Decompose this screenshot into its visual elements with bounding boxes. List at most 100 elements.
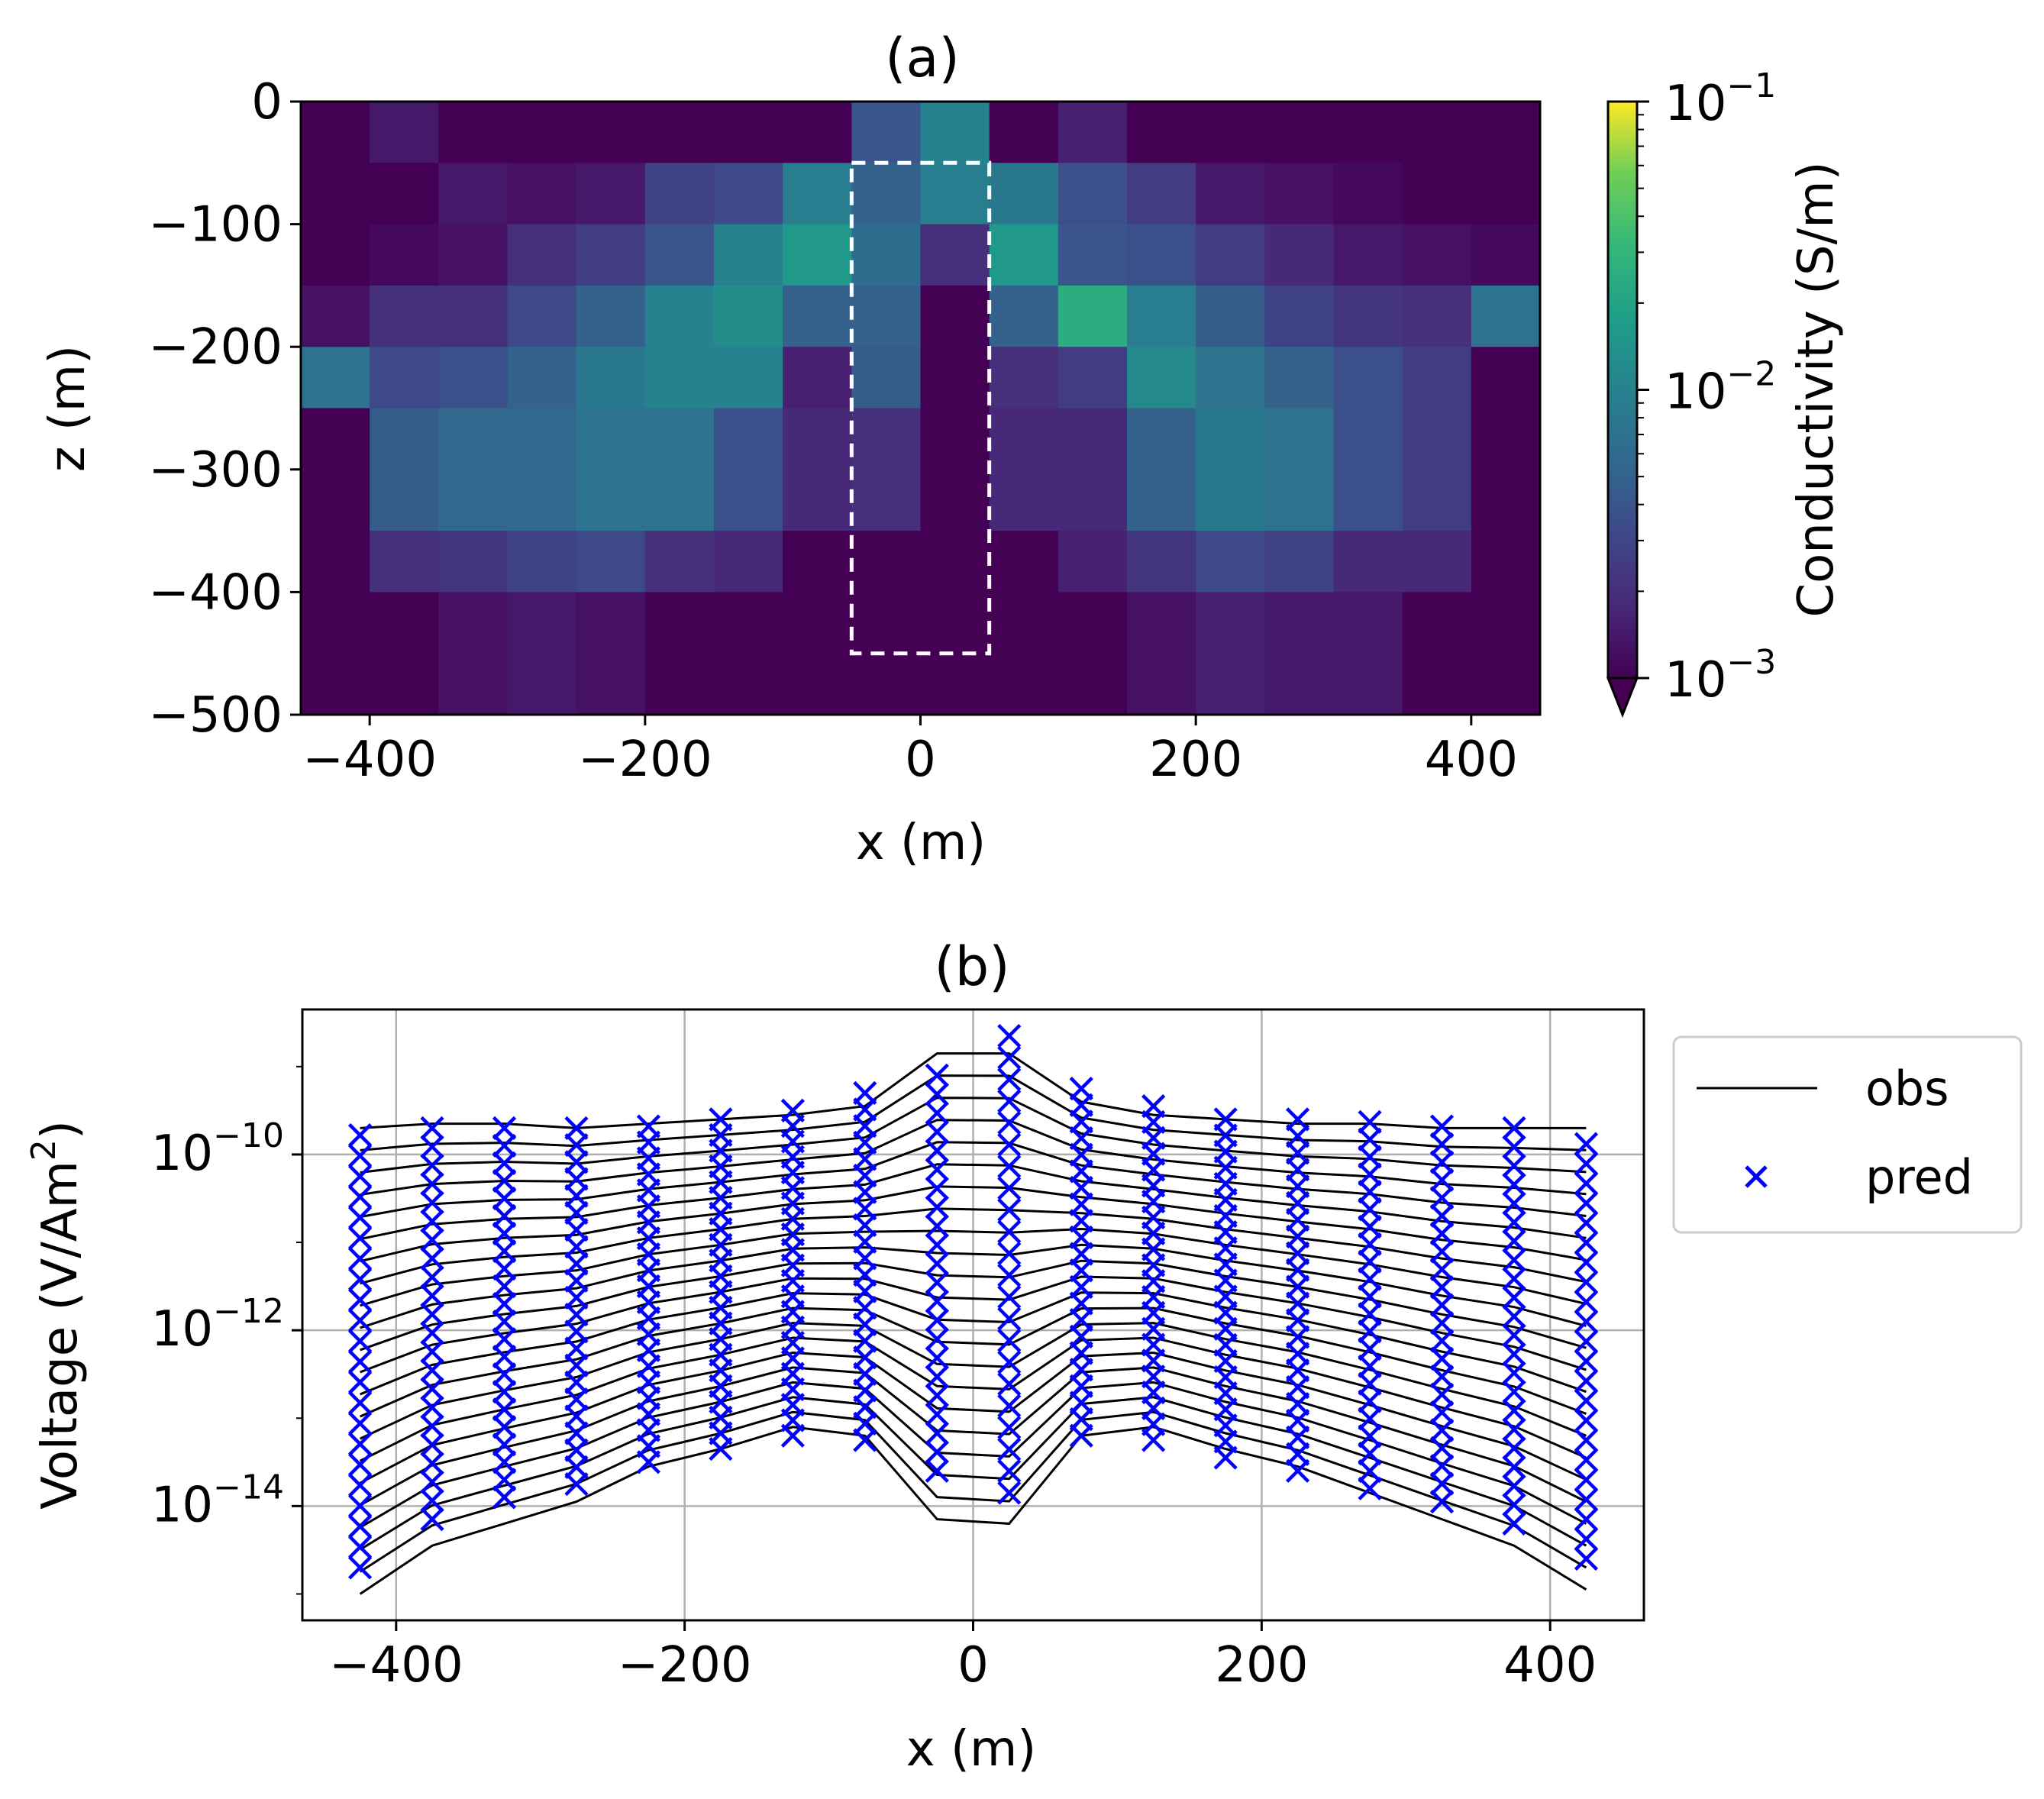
pred-marker [925,1271,949,1295]
heatmap-cell [1127,592,1196,715]
pred-marker [1574,1270,1599,1294]
heatmap-cell [507,592,577,715]
pred-marker [347,1246,373,1271]
pred-marker [997,1415,1022,1440]
pred-marker [1574,1310,1599,1334]
pred-marker [1502,1323,1526,1348]
heatmap-cell [851,102,922,163]
colorbar-tick-label: 10−3 [1665,643,1776,709]
pred-marker [1358,1371,1382,1396]
panel-a: (a) −400 −200 0 200 400 0 −100 −200 −300 −400 −50… [40,27,1845,871]
obs-line [359,1381,1587,1529]
heatmap-cell [576,163,646,225]
pred-marker [492,1397,517,1422]
pred-marker [1358,1267,1382,1291]
panel-b-ylabel-main: Voltage (V/Am [32,1161,89,1510]
heatmap-cell [1264,347,1335,409]
pred-marker [925,1384,949,1408]
heatmap-cell [1127,163,1196,225]
pred-marker [1358,1302,1382,1326]
panel-b-ytick-label: 10−14 [151,1468,284,1533]
pred-marker [925,1214,949,1239]
pred-marker [1429,1400,1455,1425]
colorbar-tick-label: 10−2 [1665,355,1776,421]
pred-marker [564,1235,589,1259]
heatmap-cell [1196,347,1265,409]
pred-marker [1574,1250,1599,1274]
heatmap-cell [1471,163,1541,225]
heatmap-cell [507,102,577,163]
heatmap-cell [301,592,370,715]
panel-a-ylabel: z (m) [40,345,96,472]
pred-marker [997,1350,1022,1374]
pred-marker [492,1327,517,1352]
pred-marker [997,1197,1022,1222]
heatmap-cell [301,347,370,409]
pred-marker [1502,1267,1526,1291]
pred-marker [492,1380,517,1404]
heatmap-cell [1402,102,1472,163]
pred-marker [1358,1476,1382,1500]
pred-marker [420,1302,444,1326]
pred-marker [492,1415,517,1439]
colorbar-tick-exponent: −1 [1726,66,1776,105]
heatmap-cell [438,592,509,715]
pred-marker [1358,1145,1382,1169]
pred-marker [347,1514,373,1539]
heatmap-cell [783,163,852,225]
heatmap-cell [1471,408,1541,531]
obs-line [359,1351,1587,1484]
heatmap-cell [301,163,370,225]
panel-b-xtick-label: 200 [1215,1637,1308,1694]
pred-marker [1285,1425,1310,1450]
heatmap-cell [1402,531,1472,593]
pred-marker [997,1371,1022,1397]
obs-line [360,1291,1587,1396]
heatmap-cell [1127,285,1196,347]
obs-line [359,1426,1587,1595]
obs-line [360,1275,1587,1374]
pred-marker [1358,1214,1382,1239]
pred-marker [347,1267,373,1291]
pred-marker [420,1451,444,1476]
pred-marker [1574,1468,1599,1492]
pred-marker [347,1123,373,1148]
heatmap-cell [1264,102,1335,163]
panel-b-ytick-base: 10 [151,1477,213,1533]
heatmap-cell [1402,408,1472,531]
pred-marker [1574,1151,1599,1176]
panel-b-ytick-exponent: −10 [213,1116,284,1155]
pred-marker [492,1133,517,1158]
pred-marker [1574,1408,1599,1432]
panel-a-y-ticks: 0 −100 −200 −300 −400 −500 [148,74,301,744]
pred-marker [420,1321,444,1345]
pred-marker [925,1176,949,1200]
pred-marker [1285,1174,1310,1199]
heatmap-cell [1127,102,1196,163]
pred-marker [347,1329,373,1353]
heatmap-cell [920,347,990,409]
heatmap-cell [507,531,577,593]
heatmap-cell [1196,285,1265,347]
pred-marker [1358,1284,1382,1309]
panel-a-ytick-label: −100 [148,197,283,254]
heatmap-cell [1127,408,1196,531]
heatmap-cell [920,408,990,531]
heatmap-cell [783,285,852,347]
heatmap-cell [644,408,715,531]
pred-marker [925,1158,949,1182]
heatmap-cell [1127,347,1196,409]
heatmap-cell [783,102,852,163]
heatmap-cell [714,163,783,225]
pred-marker [1502,1304,1526,1329]
obs-line [360,1185,1587,1263]
pred-marker [1574,1546,1599,1571]
colorbar-ticks: 10−110−210−3 [1637,66,1776,709]
pred-marker [492,1485,517,1510]
pred-marker [1574,1428,1599,1452]
heatmap-cell [576,224,646,286]
pred-marker [1429,1150,1455,1174]
pred-marker [347,1452,373,1477]
pred-marker [564,1133,589,1158]
heatmap-cell [1402,285,1472,347]
